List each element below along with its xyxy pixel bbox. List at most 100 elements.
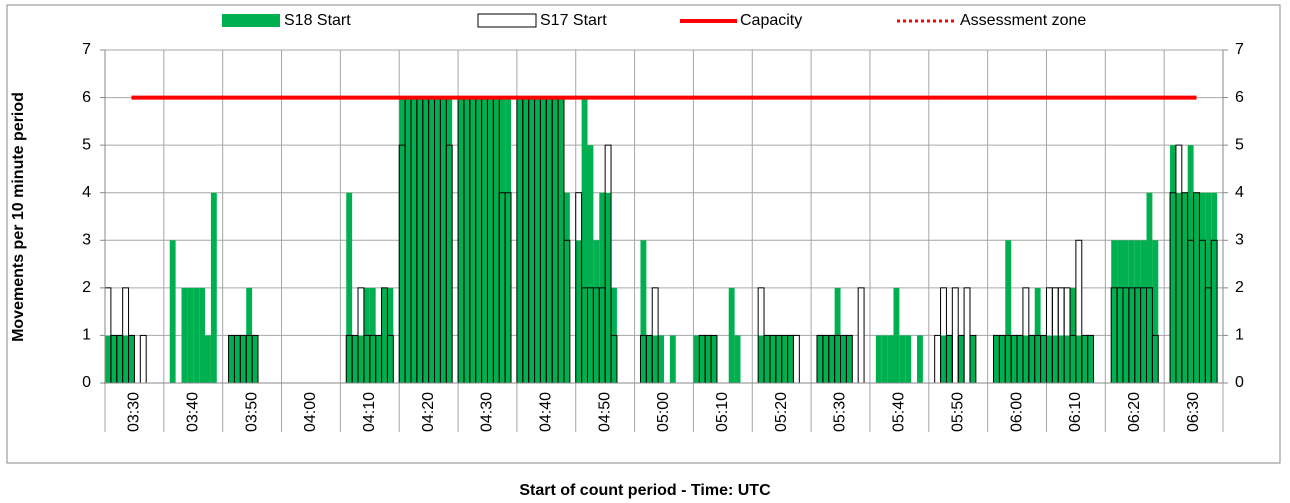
bar (234, 335, 241, 383)
y2-tick-label: 5 (1235, 136, 1244, 153)
y-tick-label: 2 (82, 279, 91, 296)
bar (481, 97, 488, 384)
x-tick-label: 06:00 (1008, 392, 1025, 432)
bar (358, 335, 364, 383)
bar (587, 145, 594, 383)
bar (1199, 192, 1206, 383)
bar (1211, 192, 1218, 383)
bar (428, 97, 435, 384)
bar (881, 335, 888, 383)
bar (705, 335, 712, 383)
bar (375, 335, 382, 383)
bar (487, 97, 494, 384)
bar (516, 97, 523, 384)
bar (846, 335, 853, 383)
bar (552, 97, 559, 384)
x-tick-label: 03:40 (184, 392, 201, 432)
x-tick-label: 03:30 (126, 392, 143, 432)
bar (475, 97, 482, 384)
bar (728, 287, 735, 383)
bar (558, 97, 564, 384)
bar (781, 335, 788, 383)
x-axis-title: Start of count period - Time: UTC (519, 482, 771, 499)
legend-swatch (222, 14, 280, 27)
x-tick-label: 05:50 (949, 392, 966, 432)
bar (993, 335, 1000, 383)
bar (887, 335, 894, 383)
bar (1022, 335, 1029, 383)
bar (952, 287, 959, 383)
bar (493, 97, 500, 384)
bar (917, 335, 923, 383)
y-tick-label: 5 (82, 136, 91, 153)
bar (769, 335, 776, 383)
bar (105, 335, 111, 383)
y2-tick-label: 4 (1235, 184, 1244, 201)
bar (240, 335, 247, 383)
bar (658, 335, 664, 383)
bar (1181, 192, 1188, 383)
x-tick-label: 05:10 (714, 392, 731, 432)
bar (905, 335, 912, 383)
bar (1111, 240, 1118, 383)
y-tick-label: 1 (82, 327, 91, 344)
bar (422, 97, 429, 384)
y-tick-label: 7 (82, 41, 91, 58)
bar (181, 287, 188, 383)
bar (1052, 335, 1059, 383)
bar (593, 240, 600, 383)
bar (122, 335, 129, 383)
bar (1011, 335, 1018, 383)
bar (1134, 240, 1141, 383)
x-tick-label: 04:00 (302, 392, 319, 432)
bar (563, 192, 570, 383)
bar (1193, 192, 1200, 383)
bar (199, 287, 206, 383)
legend-label: S17 Start (540, 12, 607, 29)
x-tick-label: 04:30 (479, 392, 496, 432)
bar (522, 97, 529, 384)
bar (858, 287, 865, 383)
y-tick-label: 3 (82, 232, 91, 249)
bar (940, 335, 947, 383)
bar (764, 335, 770, 383)
bar (575, 240, 582, 383)
bar (652, 335, 659, 383)
y2-tick-label: 1 (1235, 327, 1244, 344)
x-tick-label: 06:30 (1185, 392, 1202, 432)
bar (734, 335, 741, 383)
bar (128, 335, 135, 383)
x-tick-label: 05:40 (891, 392, 908, 432)
bar (458, 97, 464, 384)
bar (210, 192, 217, 383)
bar (828, 335, 835, 383)
bar (775, 335, 782, 383)
bar (1122, 240, 1129, 383)
x-tick-label: 06:20 (1126, 392, 1143, 432)
bar (999, 335, 1006, 383)
bar (1075, 240, 1082, 383)
x-tick-label: 04:10 (361, 392, 378, 432)
y2-tick-label: 3 (1235, 232, 1244, 249)
bar (793, 335, 800, 383)
bar (446, 97, 453, 384)
bar (1187, 145, 1194, 383)
bar (969, 335, 976, 383)
x-tick-label: 04:20 (420, 392, 437, 432)
bar (1117, 240, 1123, 383)
bar (187, 287, 194, 383)
bar (787, 335, 794, 383)
x-tick-label: 06:10 (1067, 392, 1084, 432)
bar (528, 97, 535, 384)
x-tick-label: 05:00 (655, 392, 672, 432)
bar (540, 97, 547, 384)
bar (605, 192, 612, 383)
legend-label: Capacity (740, 12, 802, 29)
bar (934, 335, 941, 383)
y-tick-label: 6 (82, 89, 91, 106)
bar (1128, 240, 1135, 383)
bar (1005, 240, 1012, 383)
x-tick-label: 04:50 (596, 392, 613, 432)
bar (416, 97, 423, 384)
